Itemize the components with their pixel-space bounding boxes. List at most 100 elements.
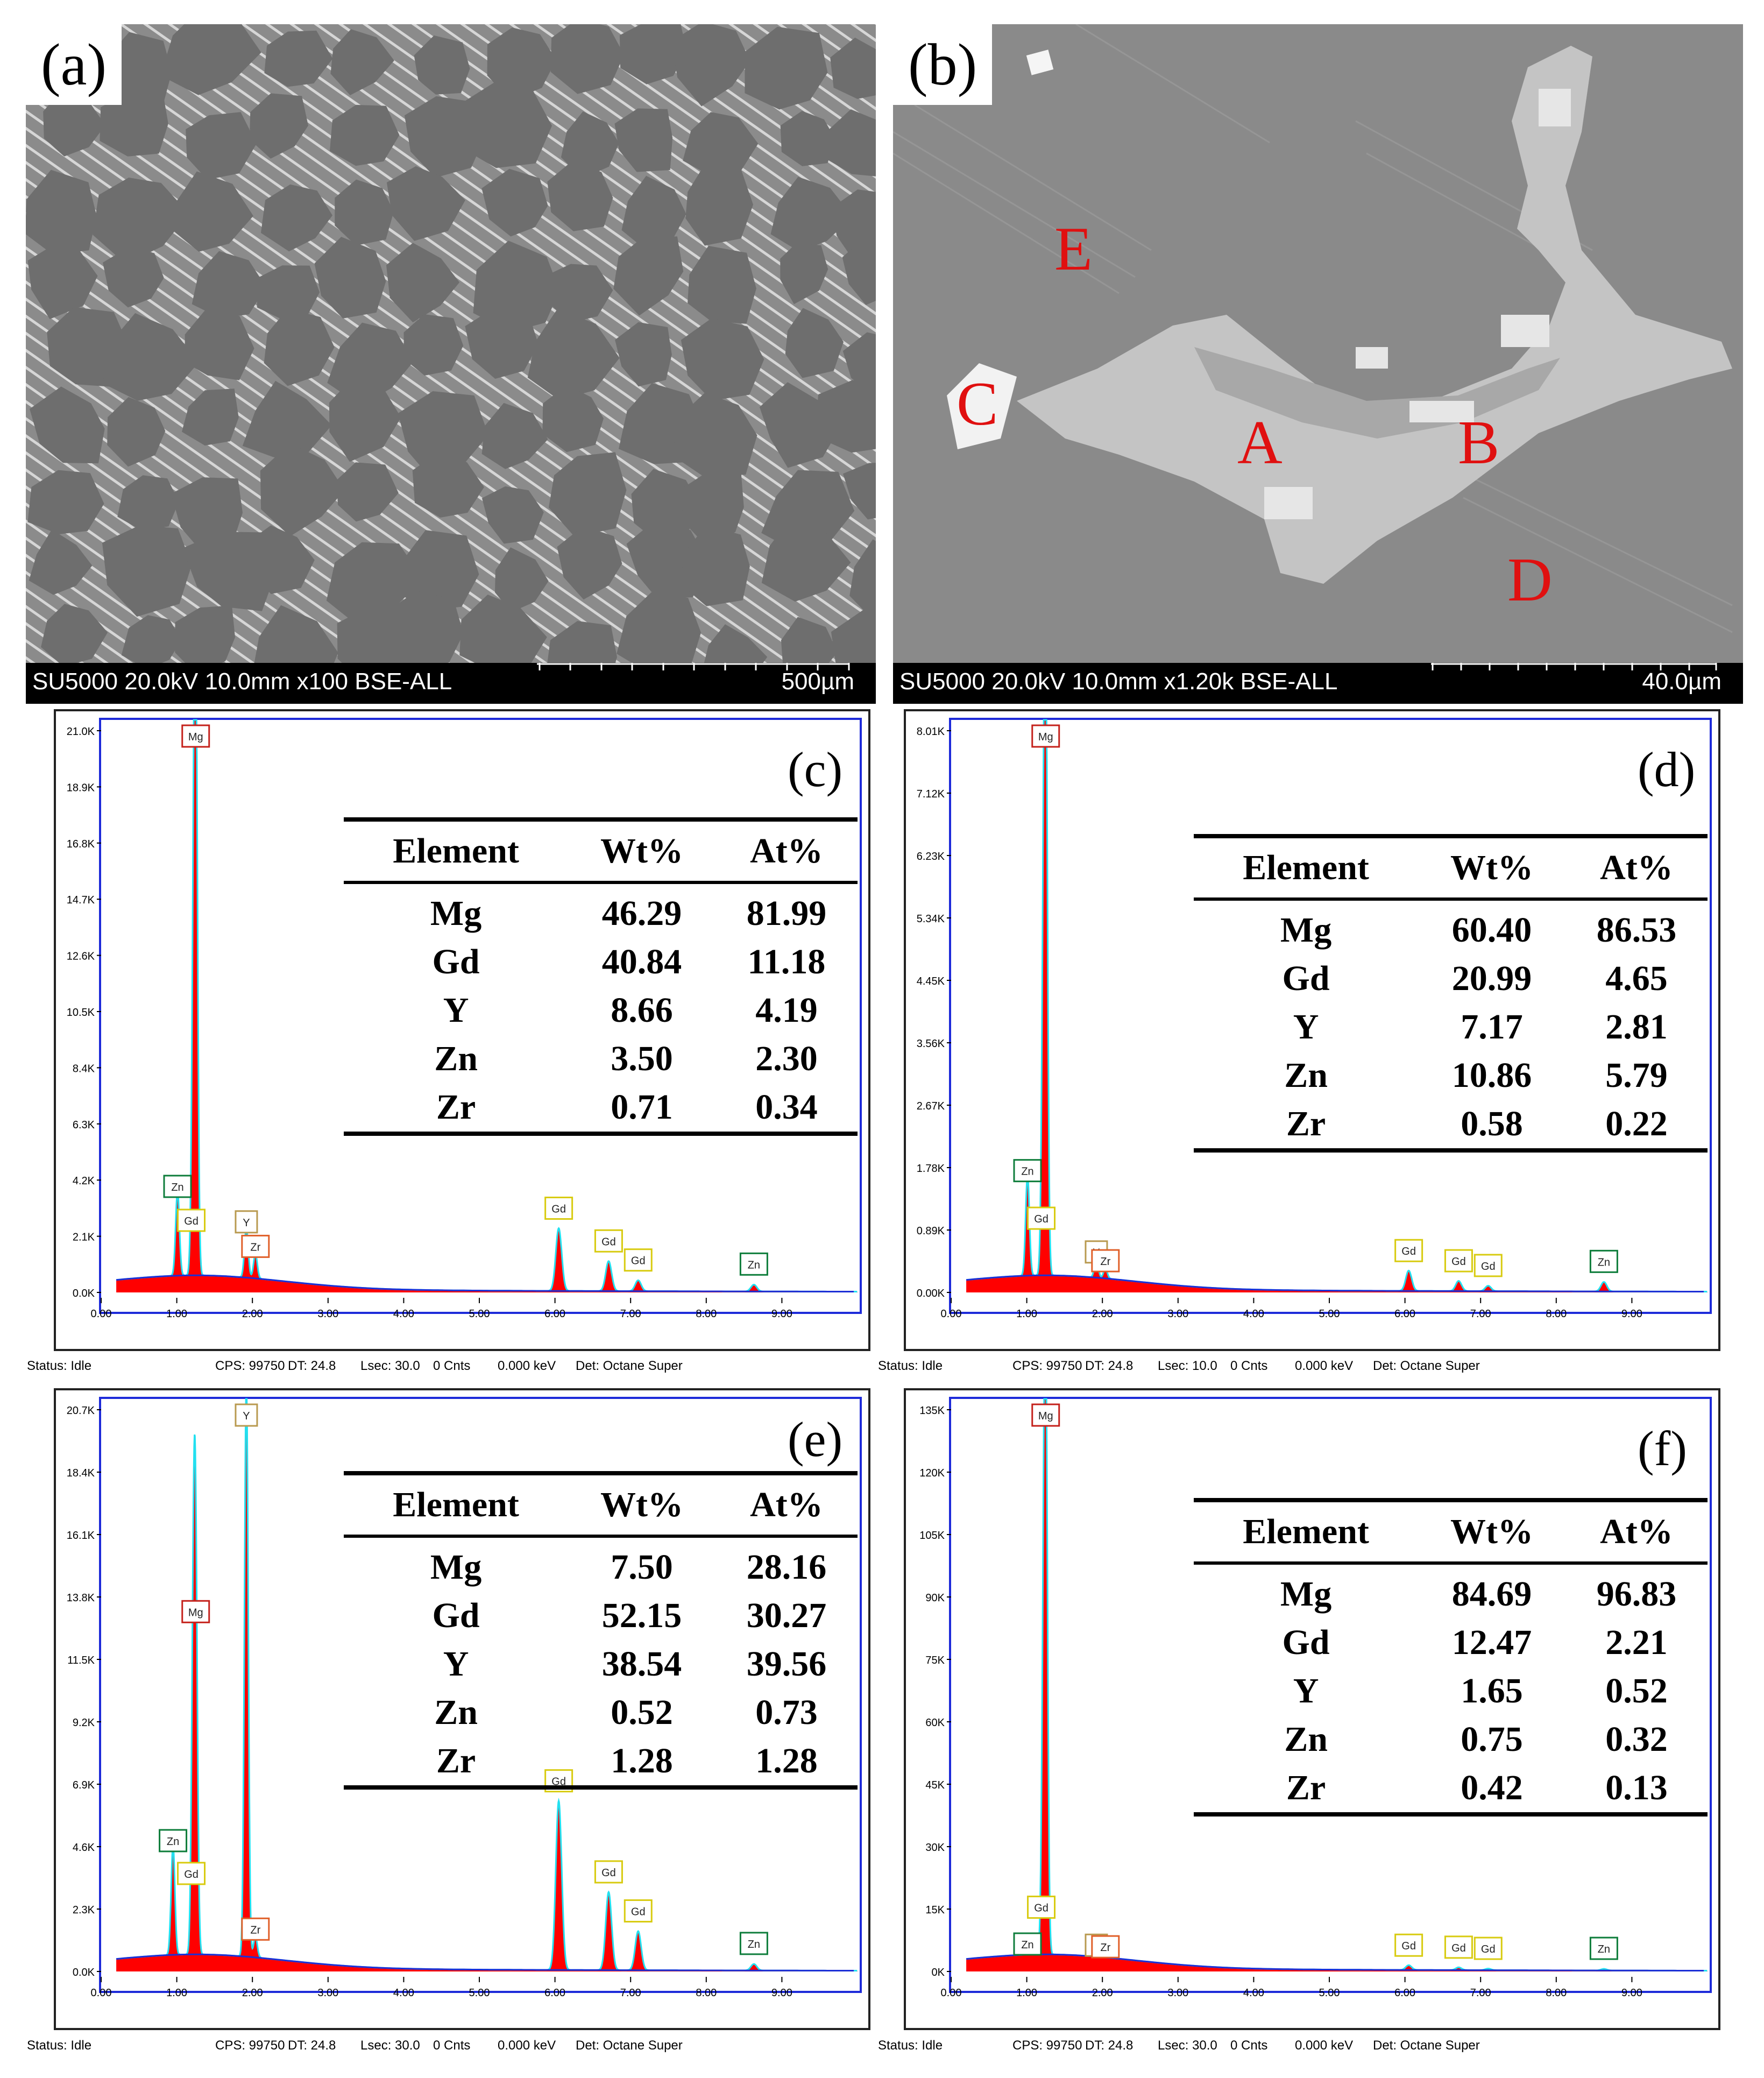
table-row: Y 7.17 2.81 [1194, 1003, 1708, 1051]
status-text: Status: Idle [27, 1359, 92, 1373]
cell: 38.54 [601, 1644, 682, 1684]
peak-tag-label: Zn [748, 1939, 760, 1950]
y-tick-label: 1.78K [917, 1163, 945, 1175]
cnts-text: 0 Cnts [433, 2038, 471, 2053]
cell: 39.56 [746, 1644, 827, 1684]
alpha-mg-grain [242, 380, 332, 459]
peak-tag-label: Gd [1401, 1940, 1416, 1952]
alpha-mg-grain [842, 236, 876, 305]
kev-text: 0.000 keV [1295, 2038, 1354, 2053]
peak-tag-label: Gd [631, 1255, 646, 1267]
alpha-mg-grain [619, 24, 687, 84]
peak-tag [177, 1208, 206, 1232]
alpha-mg-grain [27, 245, 98, 320]
peak-tag-label: Gd [1481, 1943, 1496, 1955]
alpha-mg-grain [745, 26, 828, 110]
peak-tag-label: Zn [167, 1836, 179, 1848]
alpha-mg-grain [842, 332, 876, 393]
y-tick-label: 14.7K [67, 894, 95, 906]
table-row: Y 38.54 39.56 [344, 1640, 858, 1688]
peak-tag-label: Gd [1401, 1246, 1416, 1257]
table-row: Zn 0.52 0.73 [344, 1688, 858, 1737]
alpha-mg-grain [336, 462, 399, 522]
alpha-mg-grain [481, 486, 544, 544]
peak-tag [1444, 1935, 1473, 1959]
cell: 0.73 [755, 1693, 818, 1732]
alpha-mg-grain [382, 591, 464, 672]
cell: Gd [1282, 1623, 1330, 1662]
y-tick-label: 0K [932, 1967, 945, 1978]
peak-tag [235, 1210, 258, 1234]
table-row: Y 1.65 0.52 [1194, 1667, 1708, 1715]
alpha-mg-grain [330, 29, 394, 96]
peak-tag [624, 1899, 653, 1922]
status-line-f: Status: Idle CPS: 99750 DT: 24.8 Lsec: 30.0… [878, 2038, 1480, 2053]
alpha-mg-grain [547, 160, 613, 231]
y-tick-label: 5.34K [917, 913, 945, 925]
background-trace [116, 1953, 854, 1971]
alpha-mg-grain [550, 24, 624, 94]
table-header-at: At% [715, 817, 858, 884]
dt-text: DT: 24.8 [288, 2038, 336, 2053]
peak-tag-label: Zn [748, 1259, 760, 1271]
cps-text: CPS: 99750 [215, 1359, 285, 1373]
alpha-mg-grain [621, 175, 686, 251]
peak-tag [241, 1234, 270, 1258]
x-tick-label: 6.00 [1394, 1308, 1415, 1320]
cell: 0.58 [1418, 1100, 1565, 1153]
y-tick-label: 6.3K [73, 1119, 95, 1131]
peak-tag [163, 1175, 192, 1198]
alpha-mg-grain [386, 243, 460, 323]
table-header-wt: Wt% [568, 1471, 715, 1538]
cnts-text: 0 Cnts [1230, 1359, 1268, 1373]
cell: 11.18 [747, 942, 826, 981]
eds-plot-frame-c [99, 718, 862, 1314]
peak-tag [1473, 1936, 1503, 1960]
table-row: Y 8.66 4.19 [344, 986, 858, 1035]
cell: 7.17 [1461, 1007, 1523, 1047]
eds-spectrum-d: 0.00K 0.89K 1.78K 2.67K 3.56K 4.45K 5.34K 6.23K… [917, 719, 1708, 1320]
table-row: Mg 7.50 28.16 [344, 1536, 858, 1592]
det-text: Det: Octane Super [576, 2038, 683, 2053]
table-row: Gd 12.47 2.21 [1194, 1618, 1708, 1667]
sem-image-b: (b) E C A B D SU5000 20.0kV 10.0mm x1.20… [893, 24, 1743, 704]
cell: 46.29 [601, 894, 682, 933]
cell: 84.69 [1451, 1574, 1532, 1614]
alpha-mg-grain [681, 318, 764, 401]
sem-b-info-bar: SU5000 20.0kV 10.0mm x1.20k BSE-ALL 40.0… [893, 663, 1743, 704]
cell: 3.50 [611, 1039, 673, 1078]
alpha-mg-grain [688, 245, 756, 324]
table-row: Zn 0.75 0.32 [1194, 1715, 1708, 1764]
peak-tag [1027, 1206, 1056, 1230]
sem-b-scale-text: 40.0µm [1642, 668, 1722, 695]
status-line-e: Status: Idle CPS: 99750 DT: 24.8 Lsec: 30.0… [27, 2038, 683, 2053]
cell: Zn [1284, 1720, 1328, 1759]
cell: Zn [1284, 1056, 1328, 1095]
y-tick-label: 0.89K [917, 1225, 945, 1237]
y-tick-label: 20.7K [67, 1405, 95, 1417]
y-tick-label: 15K [925, 1904, 945, 1916]
sem-b-microstructure [893, 24, 1733, 633]
table-row: Zr 1.28 1.28 [344, 1737, 858, 1790]
peak-tag-label: Mg [188, 731, 203, 743]
y-tick-label: 6.9K [73, 1779, 95, 1791]
cell: 0.34 [715, 1083, 858, 1136]
x-tick-label: 0.00 [941, 1987, 962, 1999]
alpha-mg-grain [679, 471, 744, 547]
cell: 0.71 [568, 1083, 715, 1136]
background-trace [116, 1274, 854, 1292]
cnts-text: 0 Cnts [1230, 2038, 1268, 2053]
x-tick-label: 7.00 [620, 1308, 641, 1320]
status-text: Status: Idle [27, 2038, 92, 2053]
table-header-at: At% [1565, 1498, 1708, 1565]
table-header-element: Element [344, 1471, 569, 1538]
eds-panel-d: 0.00K 0.89K 1.78K 2.67K 3.56K 4.45K 5.34K 6.23K… [904, 709, 1720, 1351]
table-row: Zr 0.58 0.22 [1194, 1100, 1708, 1153]
table-row: Gd 20.99 4.65 [1194, 955, 1708, 1003]
sem-a-info-bar: SU5000 20.0kV 10.0mm x100 BSE-ALL 500µm [26, 663, 876, 704]
table-row: Zr 0.71 0.34 [344, 1083, 858, 1136]
peak-tag [181, 724, 210, 748]
cell: 2.30 [755, 1039, 818, 1078]
alpha-mg-grain [459, 595, 547, 673]
alpha-mg-grain [414, 35, 470, 95]
